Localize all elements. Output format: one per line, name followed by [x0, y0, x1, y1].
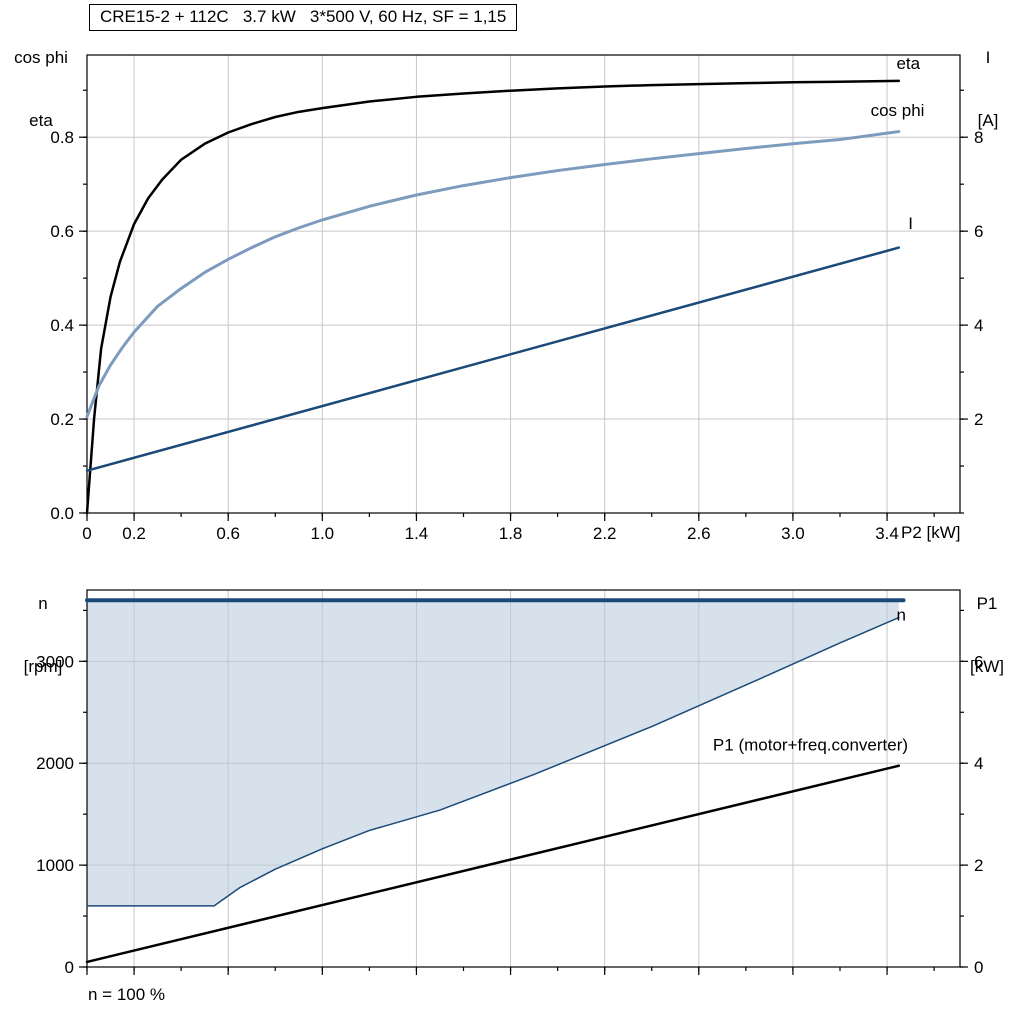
top-right-axis-unit-line1: I — [985, 48, 991, 67]
bottom-right-axis-unit: P1 [kW] — [958, 551, 1016, 719]
y-right-tick-label: 4 — [974, 316, 983, 335]
top-right-axis-unit: I [A] — [960, 5, 1016, 173]
series-label-eta: eta — [896, 54, 920, 73]
y-left-tick-label: 0.4 — [50, 316, 74, 335]
series-label-p1: P1 (motor+freq.converter) — [713, 735, 908, 754]
y-left-tick-label: 0.8 — [50, 128, 74, 147]
bottom-left-axis-unit: n [rpm] — [8, 551, 78, 719]
bottom-left-axis-unit-line2: [rpm] — [23, 657, 63, 676]
top-left-axis-unit-line2: eta — [29, 111, 53, 130]
y-right-tick-label: 2 — [974, 410, 983, 429]
series-label-current: I — [908, 214, 913, 233]
x-tick-label: 0.2 — [122, 524, 146, 543]
x-tick-label: 1.4 — [405, 524, 429, 543]
series-n-min — [86, 616, 900, 907]
top-left-axis-unit-line1: cos phi — [14, 48, 68, 67]
y-left-tick-label: 0.2 — [50, 410, 74, 429]
x-tick-label: 2.6 — [687, 524, 711, 543]
series-eta — [85, 79, 901, 515]
chart-title: CRE15-2 + 112C 3.7 kW 3*500 V, 60 Hz, SF… — [89, 4, 518, 31]
y-left-tick-label: 3000 — [36, 652, 74, 671]
y-left-tick-label: 2000 — [36, 754, 74, 773]
x-tick-label: 1.8 — [499, 524, 523, 543]
bottom-right-axis-unit-line1: P1 — [976, 594, 998, 613]
y-right-tick-label: 6 — [974, 652, 983, 671]
series-cos-phi — [85, 130, 901, 419]
x-tick-label: 3.4 — [875, 524, 899, 543]
x-tick-label: 3.0 — [781, 524, 805, 543]
y-right-tick-label: 8 — [974, 128, 983, 147]
x-tick-label: 0.6 — [216, 524, 240, 543]
bottom-left-axis-unit-line1: n — [38, 594, 48, 613]
bottom-right-axis-unit-line2: [kW] — [970, 657, 1004, 676]
plot-frame-bottom — [86, 589, 961, 968]
x-tick-label: 2.2 — [593, 524, 617, 543]
series-area-speed-range — [87, 600, 899, 906]
series-label-cos-phi: cos phi — [871, 101, 925, 120]
y-left-tick-label: 1000 — [36, 856, 74, 875]
x-tick-label: 0 — [82, 524, 91, 543]
y-left-tick-label: 0 — [65, 958, 74, 977]
y-right-tick-label: 2 — [974, 856, 983, 875]
top-left-axis-unit: cos phi eta — [4, 5, 78, 173]
x-tick-label: 1.0 — [310, 524, 334, 543]
series-label-n-max: n — [896, 606, 905, 625]
x-axis-label: P2 [kW] — [901, 523, 961, 542]
y-left-tick-label: 0.6 — [50, 222, 74, 241]
plot-frame-top — [86, 54, 961, 514]
series-current — [85, 246, 901, 472]
top-right-axis-unit-line2: [A] — [977, 111, 999, 130]
y-left-tick-label: 0.0 — [50, 504, 74, 523]
y-right-tick-label: 6 — [974, 222, 983, 241]
y-right-tick-label: 4 — [974, 754, 983, 773]
footnote: n = 100 % — [88, 985, 166, 1004]
y-right-tick-label: 0 — [974, 958, 983, 977]
series-p1 — [85, 764, 901, 964]
